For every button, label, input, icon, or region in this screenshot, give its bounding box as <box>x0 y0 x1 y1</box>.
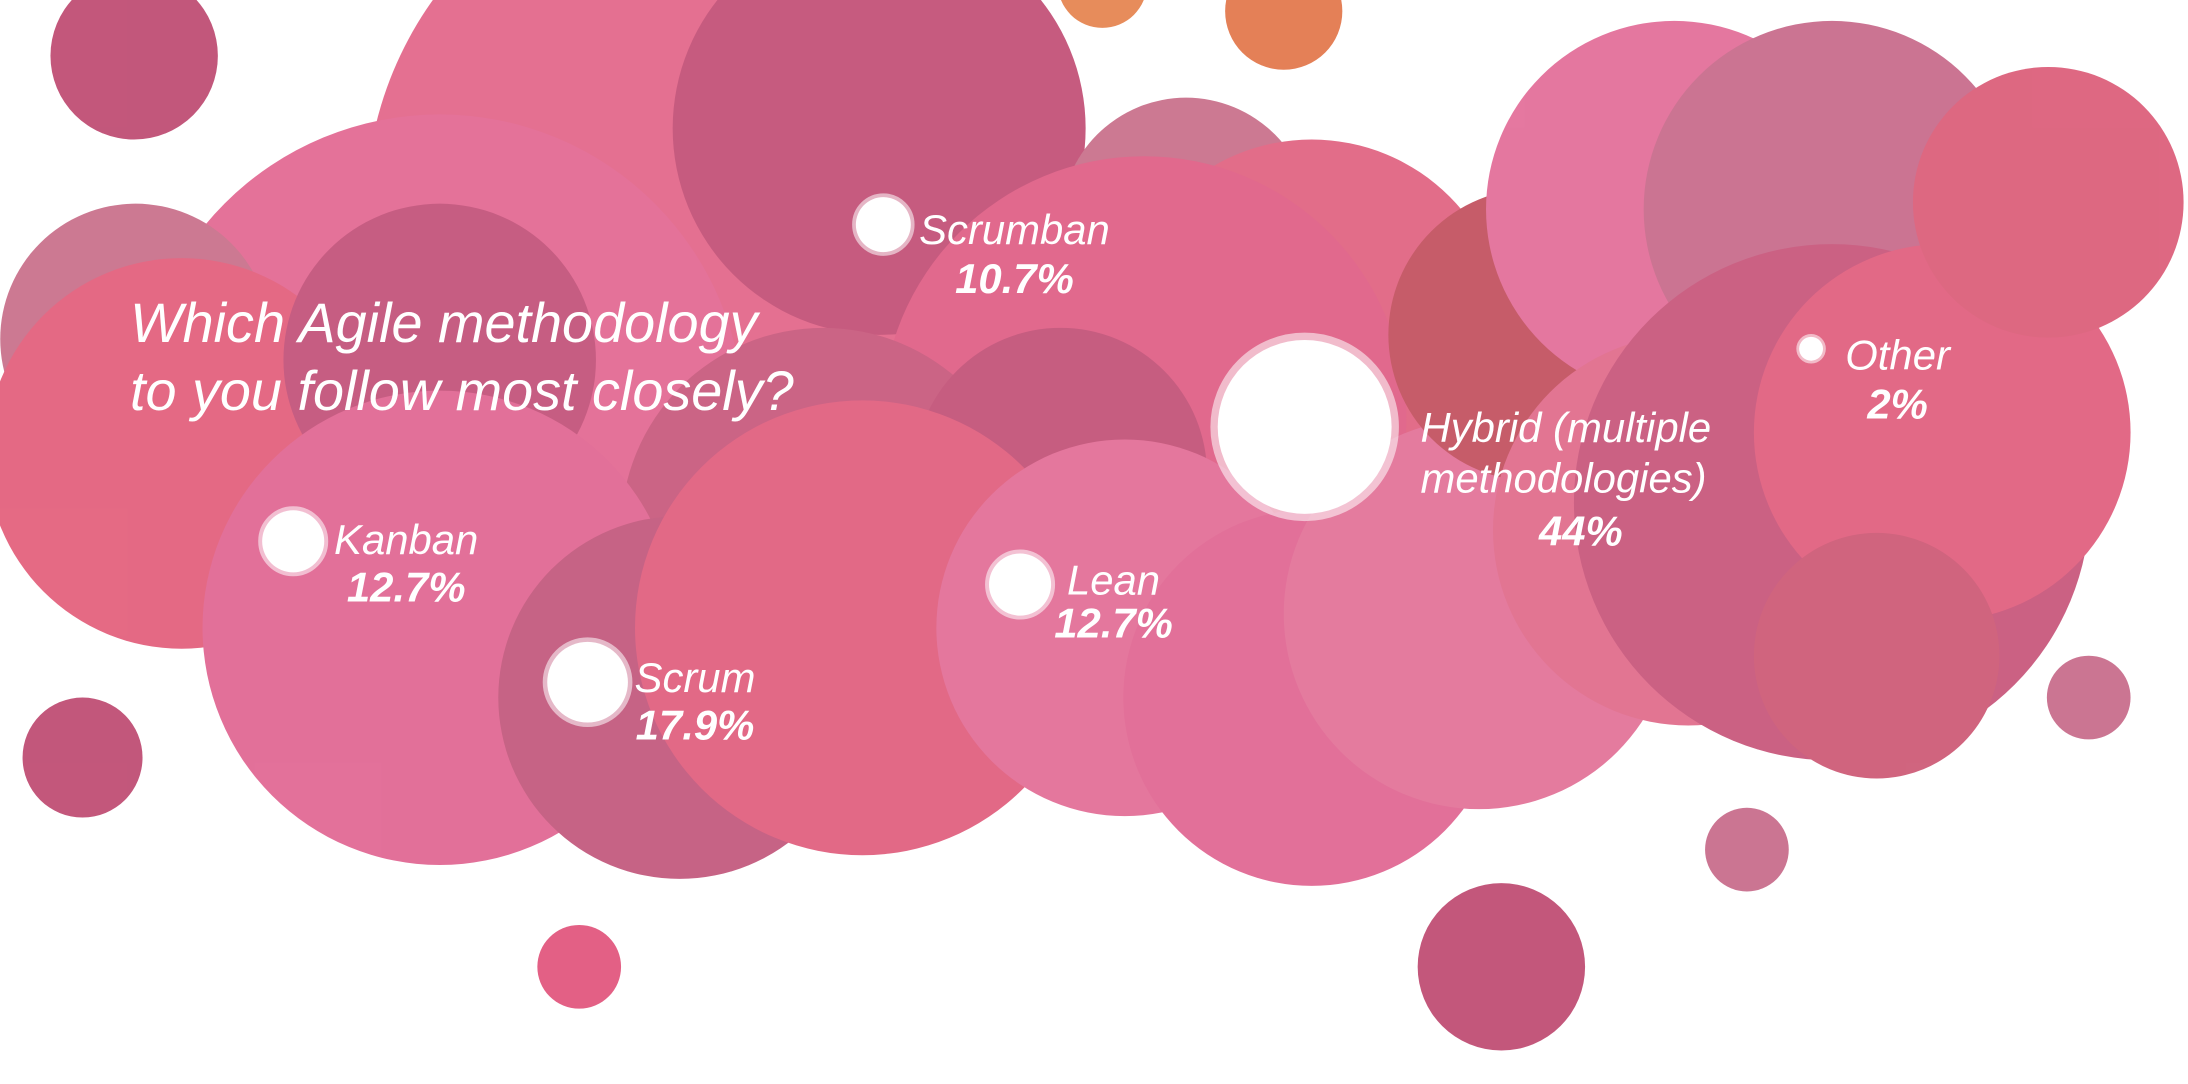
decor-circle <box>537 924 622 1009</box>
decor-circle <box>1225 0 1343 70</box>
decor-circle <box>22 697 143 818</box>
label-box: Hybrid (multiple methodologies) <box>1420 405 1712 503</box>
value-label: 12.7% <box>347 563 466 610</box>
bubble-dot <box>542 637 633 728</box>
decor-circle <box>2046 655 2131 740</box>
bubble-dot <box>1796 334 1826 364</box>
bubble-dot <box>1210 332 1399 522</box>
decor-circle <box>1912 66 2184 338</box>
decor-circle <box>1705 807 1789 892</box>
category-label: Other <box>1845 332 1952 379</box>
bubble-dot <box>852 193 915 256</box>
category-label: Scrumban <box>919 206 1110 253</box>
category-label: Kanban <box>334 516 478 563</box>
category-label: Hybrid (multiple methodologies) <box>1420 405 1712 503</box>
bubble-dot <box>985 549 1056 620</box>
decor-circle <box>1417 883 1586 1051</box>
decor-circle <box>50 0 218 140</box>
chart-title: to you follow most closely? <box>130 359 794 422</box>
decor-circle <box>1753 532 2000 779</box>
value-label: 44% <box>1538 507 1623 554</box>
value-label: 10.7% <box>955 255 1074 302</box>
bubble-dot <box>258 506 329 577</box>
chart-title: Which Agile methodology <box>130 291 761 354</box>
decor-circle <box>1753 244 2131 621</box>
value-label: 17.9% <box>636 701 755 748</box>
decor-circle <box>1060 0 1144 28</box>
category-label: Lean <box>1067 556 1160 603</box>
background-bubbles <box>0 0 2184 1051</box>
value-label: 12.7% <box>1054 600 1173 647</box>
value-label: 2% <box>1866 381 1927 428</box>
category-label: Scrum <box>635 654 756 701</box>
